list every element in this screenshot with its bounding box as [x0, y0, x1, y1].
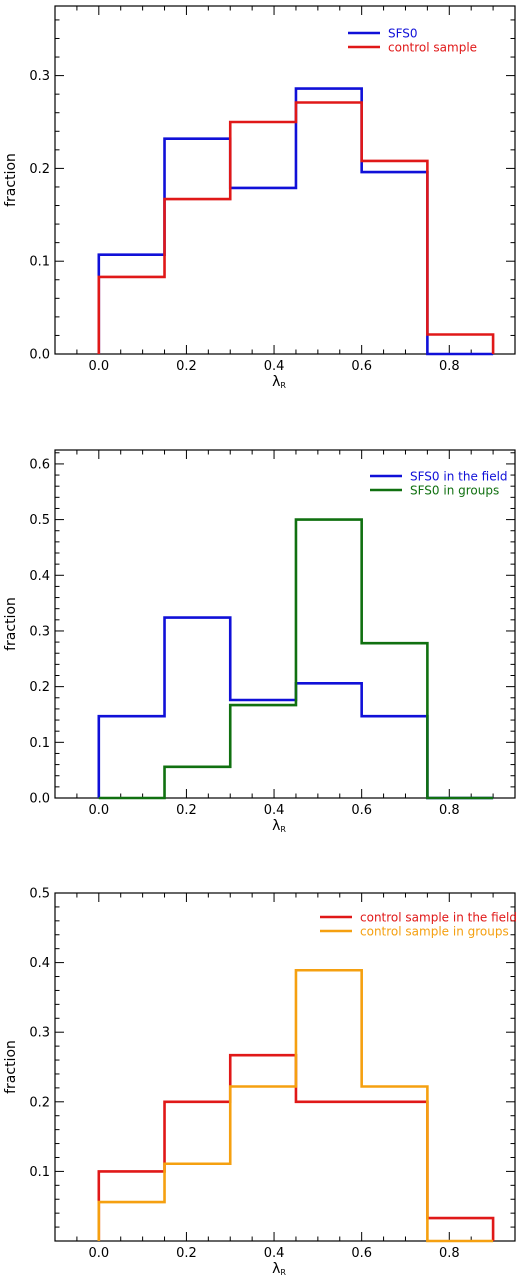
histogram-series-2 [97, 101, 495, 354]
histogram-series-2 [97, 968, 494, 1243]
y-tick-label: 0.3 [29, 624, 50, 639]
x-axis-label: λR [272, 374, 286, 390]
y-tick-label: 0.2 [29, 1095, 50, 1110]
y-tick-label: 0.3 [29, 69, 50, 84]
histogram-panel-1: 0.0 0.2 0.4 0.6 0.8 0.0 0.1 0.2 0.3 λR fraction SFS… [3, 5, 516, 390]
plot-frame [54, 5, 516, 355]
x-tick-label: 0.8 [439, 803, 460, 818]
x-tick-label: 0.6 [351, 1246, 372, 1261]
x-tick-label: 0.4 [264, 359, 285, 374]
histogram-panel-3: 0.0 0.2 0.4 0.6 0.8 0.1 0.2 0.3 0.4 0.5 λR fraction… [3, 887, 517, 1278]
x-tick-label: 0.4 [264, 1246, 285, 1261]
legend-label-1: SFS0 in the field [410, 470, 508, 484]
x-tick-label: 0.0 [88, 1246, 109, 1261]
legend-label-1: SFS0 [388, 27, 418, 41]
x-tick-label: 0.0 [88, 359, 109, 374]
x-tick-label: 0.8 [439, 1246, 460, 1261]
y-tick-label: 0.5 [29, 887, 50, 902]
x-axis-label: λR [272, 818, 286, 834]
histogram-series-2 [98, 518, 494, 800]
y-tick-label: 0.5 [29, 513, 50, 528]
x-tick-label: 0.6 [351, 359, 372, 374]
legend-label-2: SFS0 in groups [410, 484, 499, 498]
legend-label-2: control sample in groups [360, 925, 509, 939]
y-axis-label: fraction [3, 1040, 19, 1094]
y-tick-label: 0.6 [29, 457, 50, 472]
y-tick-label: 0.0 [29, 792, 50, 807]
x-tick-label: 0.2 [176, 1246, 197, 1261]
legend-label-2: control sample [388, 41, 477, 55]
x-tick-label: 0.0 [88, 803, 109, 818]
x-tick-label: 0.8 [439, 359, 460, 374]
plot-frame [54, 892, 516, 1242]
legend-label-1: control sample in the field [360, 911, 517, 925]
histogram-series-1 [97, 87, 494, 356]
x-axis-label-subscript: R [280, 825, 286, 834]
y-tick-label: 0.4 [29, 956, 50, 971]
x-tick-label: 0.2 [176, 803, 197, 818]
x-axis-label: λR [272, 1261, 286, 1277]
y-tick-label: 0.1 [29, 1165, 50, 1180]
x-axis-label-subscript: R [280, 1268, 286, 1277]
x-tick-label: 0.4 [264, 803, 285, 818]
y-axis-label: fraction [3, 597, 19, 651]
y-tick-label: 0.1 [29, 736, 50, 751]
y-tick-label: 0.2 [29, 680, 50, 695]
histogram-panel-2: 0.0 0.2 0.4 0.6 0.8 0.0 0.1 0.2 0.3 0.4 0.5 0.6 λR fr… [3, 449, 516, 834]
x-tick-label: 0.6 [351, 803, 372, 818]
y-axis-label: fraction [3, 153, 19, 207]
y-tick-label: 0.3 [29, 1026, 50, 1041]
y-tick-label: 0.1 [29, 255, 50, 270]
y-tick-label: 0.2 [29, 162, 50, 177]
plot-frame [54, 449, 516, 799]
x-axis-label-subscript: R [280, 381, 286, 390]
y-tick-label: 0.0 [29, 348, 50, 363]
y-tick-label: 0.4 [29, 569, 50, 584]
x-tick-label: 0.2 [176, 359, 197, 374]
